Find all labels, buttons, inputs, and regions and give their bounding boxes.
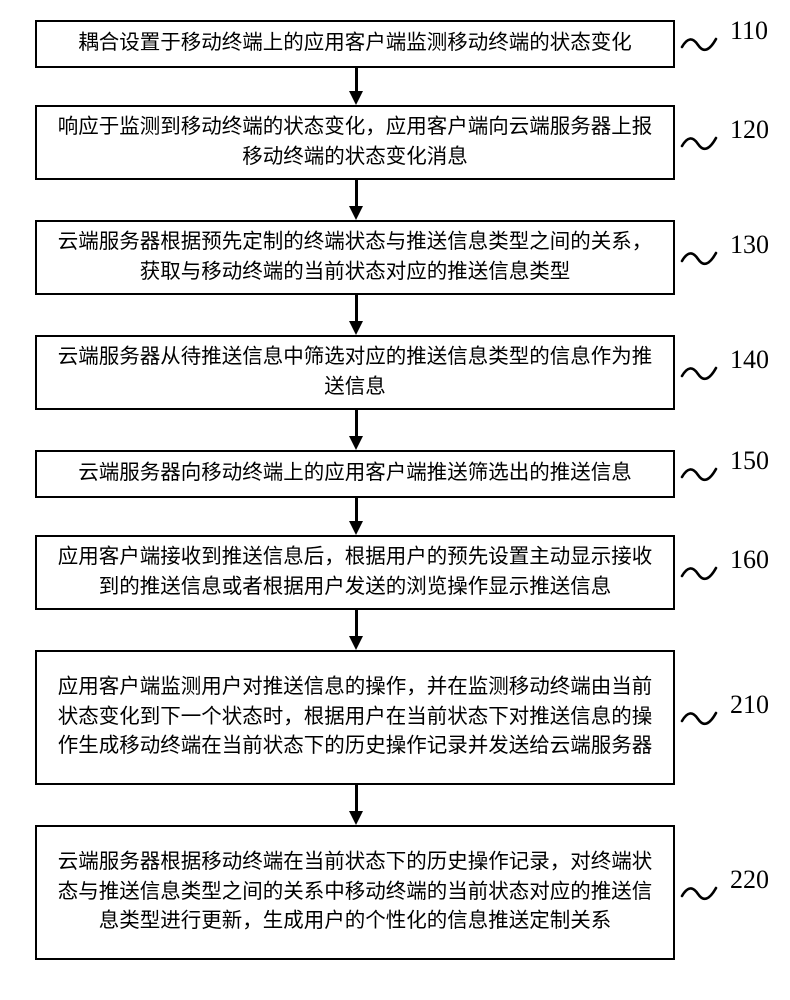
connector-squiggle (680, 878, 720, 908)
flow-step-120: 响应于监测到移动终端的状态变化，应用客户端向云端服务器上报移动终端的状态变化消息 (35, 105, 675, 180)
flow-step-text: 云端服务器从待推送信息中筛选对应的推送信息类型的信息作为推送信息 (51, 343, 659, 402)
arrow-line (355, 68, 358, 93)
flow-step-140: 云端服务器从待推送信息中筛选对应的推送信息类型的信息作为推送信息 (35, 335, 675, 410)
flow-step-160: 应用客户端接收到推送信息后，根据用户的预先设置主动显示接收到的推送信息或者根据用… (35, 535, 675, 610)
arrow-head-icon (349, 206, 363, 220)
arrow-head-icon (349, 91, 363, 105)
connector-squiggle (680, 29, 720, 59)
connector-squiggle (680, 358, 720, 388)
step-label-130: 130 (730, 230, 769, 260)
flow-step-text: 应用客户端监测用户对推送信息的操作，并在监测移动终端由当前状态变化到下一个状态时… (51, 673, 659, 762)
step-label-110: 110 (730, 16, 768, 46)
arrow-line (355, 498, 358, 523)
arrow-line (355, 295, 358, 323)
flow-step-text: 云端服务器根据移动终端在当前状态下的历史操作记录，对终端状态与推送信息类型之间的… (51, 848, 659, 937)
flow-step-110: 耦合设置于移动终端上的应用客户端监测移动终端的状态变化 (35, 20, 675, 68)
flow-step-210: 应用客户端监测用户对推送信息的操作，并在监测移动终端由当前状态变化到下一个状态时… (35, 650, 675, 785)
arrow-head-icon (349, 521, 363, 535)
arrow-line (355, 610, 358, 638)
arrow-head-icon (349, 321, 363, 335)
connector-squiggle (680, 459, 720, 489)
connector-squiggle (680, 243, 720, 273)
flow-step-text: 响应于监测到移动终端的状态变化，应用客户端向云端服务器上报移动终端的状态变化消息 (51, 113, 659, 172)
step-label-120: 120 (730, 115, 769, 145)
connector-squiggle (680, 128, 720, 158)
arrow-line (355, 180, 358, 208)
arrow-line (355, 410, 358, 438)
flow-step-text: 耦合设置于移动终端上的应用客户端监测移动终端的状态变化 (78, 29, 632, 59)
arrow-head-icon (349, 636, 363, 650)
arrow-head-icon (349, 811, 363, 825)
flow-step-text: 应用客户端接收到推送信息后，根据用户的预先设置主动显示接收到的推送信息或者根据用… (51, 543, 659, 602)
step-label-220: 220 (730, 865, 769, 895)
flow-step-text: 云端服务器根据预先定制的终端状态与推送信息类型之间的关系，获取与移动终端的当前状… (51, 228, 659, 287)
connector-squiggle (680, 558, 720, 588)
step-label-140: 140 (730, 345, 769, 375)
flow-step-text: 云端服务器向移动终端上的应用客户端推送筛选出的推送信息 (78, 459, 632, 489)
flow-step-150: 云端服务器向移动终端上的应用客户端推送筛选出的推送信息 (35, 450, 675, 498)
arrow-line (355, 785, 358, 813)
step-label-160: 160 (730, 545, 769, 575)
connector-squiggle (680, 703, 720, 733)
flow-step-220: 云端服务器根据移动终端在当前状态下的历史操作记录，对终端状态与推送信息类型之间的… (35, 825, 675, 960)
step-label-210: 210 (730, 690, 769, 720)
arrow-head-icon (349, 436, 363, 450)
step-label-150: 150 (730, 446, 769, 476)
flow-step-130: 云端服务器根据预先定制的终端状态与推送信息类型之间的关系，获取与移动终端的当前状… (35, 220, 675, 295)
